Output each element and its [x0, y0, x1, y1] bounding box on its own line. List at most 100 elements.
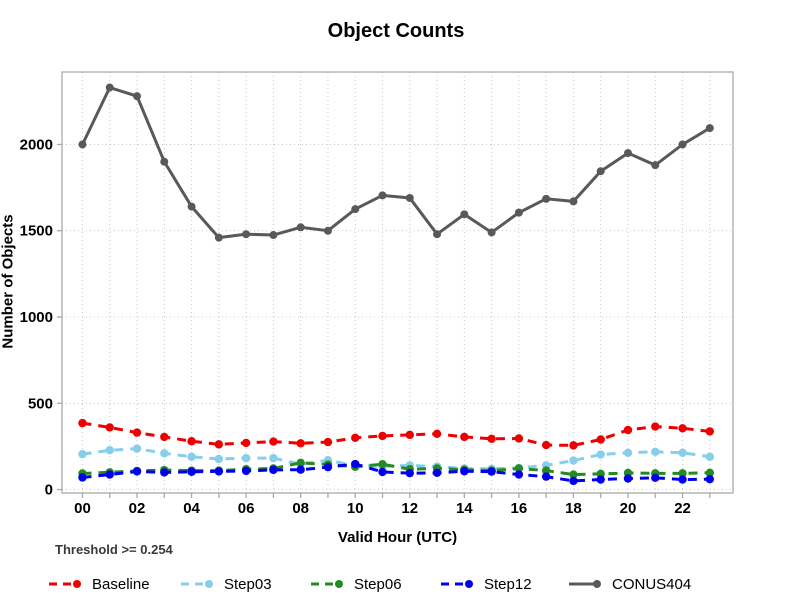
data-point-Step03	[187, 452, 196, 461]
y-tick-label: 2000	[20, 136, 53, 153]
x-tick-label: 04	[183, 500, 200, 517]
x-axis-title: Valid Hour (UTC)	[337, 529, 458, 546]
data-point-CONUS404	[296, 223, 305, 232]
legend-item-Step12: Step12	[440, 574, 532, 594]
data-point-Baseline	[241, 438, 251, 448]
data-point-Step03	[651, 447, 660, 456]
data-point-Baseline	[705, 427, 715, 436]
data-point-Baseline	[269, 437, 278, 446]
y-tick-label: 1500	[20, 223, 53, 240]
data-point-Step06	[678, 469, 687, 478]
data-point-CONUS404	[651, 161, 660, 170]
data-point-Step12	[569, 476, 578, 486]
data-point-Step12	[623, 474, 633, 483]
data-point-Baseline	[405, 430, 414, 440]
data-point-Step03	[569, 456, 578, 465]
data-point-Step03	[241, 453, 251, 463]
data-point-Step03	[132, 444, 142, 453]
legend-marker-CONUS404	[569, 580, 601, 588]
data-point-CONUS404	[269, 231, 278, 240]
data-point-Step12	[378, 467, 387, 477]
data-point-Baseline	[460, 432, 469, 442]
data-point-Baseline	[651, 422, 660, 431]
data-point-Step12	[541, 472, 551, 481]
legend-item-Step06: Step06	[310, 574, 402, 594]
data-point-Step12	[241, 466, 251, 476]
plot-border	[61, 71, 734, 494]
data-point-Step06	[541, 466, 551, 475]
data-point-CONUS404	[214, 233, 223, 242]
data-point-CONUS404	[623, 149, 632, 158]
legend-marker-Baseline	[49, 580, 81, 588]
data-point-Baseline	[378, 431, 387, 441]
data-point-Step03	[78, 449, 87, 459]
threshold-annotation: Threshold >= 0.254	[55, 542, 173, 557]
data-point-Step06	[705, 468, 715, 478]
data-point-Step03	[596, 450, 605, 459]
data-point-Baseline	[214, 440, 224, 449]
data-point-CONUS404	[323, 226, 332, 235]
legend-marker-Step03	[181, 580, 213, 588]
data-point-Step06	[378, 459, 387, 469]
data-point-Baseline	[187, 437, 196, 446]
data-point-Step03	[160, 449, 169, 458]
legend-label-Baseline: Baseline	[92, 575, 150, 593]
data-point-Step12	[678, 475, 687, 484]
data-point-Step12	[596, 475, 605, 484]
series-line-Step06	[82, 461, 710, 477]
data-point-Baseline	[487, 434, 496, 444]
y-tick-label: 1000	[20, 309, 53, 326]
data-point-Step12	[187, 467, 196, 476]
data-point-CONUS404	[78, 140, 87, 149]
data-point-CONUS404	[487, 228, 496, 237]
legend-label-CONUS404: CONUS404	[612, 575, 692, 593]
legend: Baseline Step03 Step06 Step12 CONUS404	[0, 574, 792, 598]
legend-label-Step12: Step12	[484, 575, 532, 593]
data-point-Step12	[105, 470, 114, 479]
data-point-CONUS404	[378, 191, 387, 200]
data-point-Baseline	[351, 433, 360, 442]
data-point-Baseline	[432, 429, 442, 439]
data-point-CONUS404	[542, 194, 551, 203]
data-point-Step12	[460, 467, 469, 476]
x-tick-label: 02	[129, 500, 146, 517]
data-point-CONUS404	[242, 230, 251, 239]
data-point-Baseline	[296, 439, 305, 448]
data-point-Baseline	[78, 418, 87, 428]
data-point-Step12	[78, 473, 87, 482]
data-point-Step12	[405, 468, 414, 478]
data-point-CONUS404	[133, 92, 142, 101]
legend-label-Step03: Step03	[224, 575, 272, 593]
chart-title: Object Counts	[327, 20, 465, 42]
data-point-CONUS404	[105, 83, 114, 92]
data-point-CONUS404	[460, 210, 469, 219]
data-point-Step12	[351, 459, 360, 469]
data-point-Step03	[678, 448, 687, 457]
y-tick-label: 500	[28, 395, 53, 412]
data-point-Baseline	[514, 434, 524, 443]
data-point-Baseline	[596, 435, 605, 444]
data-point-CONUS404	[405, 193, 414, 202]
data-point-CONUS404	[187, 202, 196, 211]
series-line-Step12	[82, 462, 710, 483]
legend-item-Step03: Step03	[180, 574, 272, 594]
data-point-Step12	[432, 468, 442, 478]
x-tick-label: 10	[347, 500, 364, 517]
data-point-Step12	[269, 465, 278, 475]
data-point-Step03	[269, 453, 278, 463]
data-point-Baseline	[160, 432, 169, 442]
data-point-CONUS404	[596, 167, 605, 176]
data-point-Baseline	[678, 424, 687, 433]
data-point-Step03	[623, 448, 633, 457]
data-point-CONUS404	[514, 208, 523, 217]
series-line-CONUS404	[81, 85, 711, 240]
data-point-CONUS404	[705, 124, 714, 133]
data-point-Step06	[514, 464, 524, 473]
legend-marker-Step06	[311, 580, 343, 588]
data-point-Step12	[487, 467, 496, 476]
series-line-Step03	[82, 447, 711, 471]
data-point-CONUS404	[433, 230, 442, 239]
data-point-Baseline	[623, 425, 633, 435]
